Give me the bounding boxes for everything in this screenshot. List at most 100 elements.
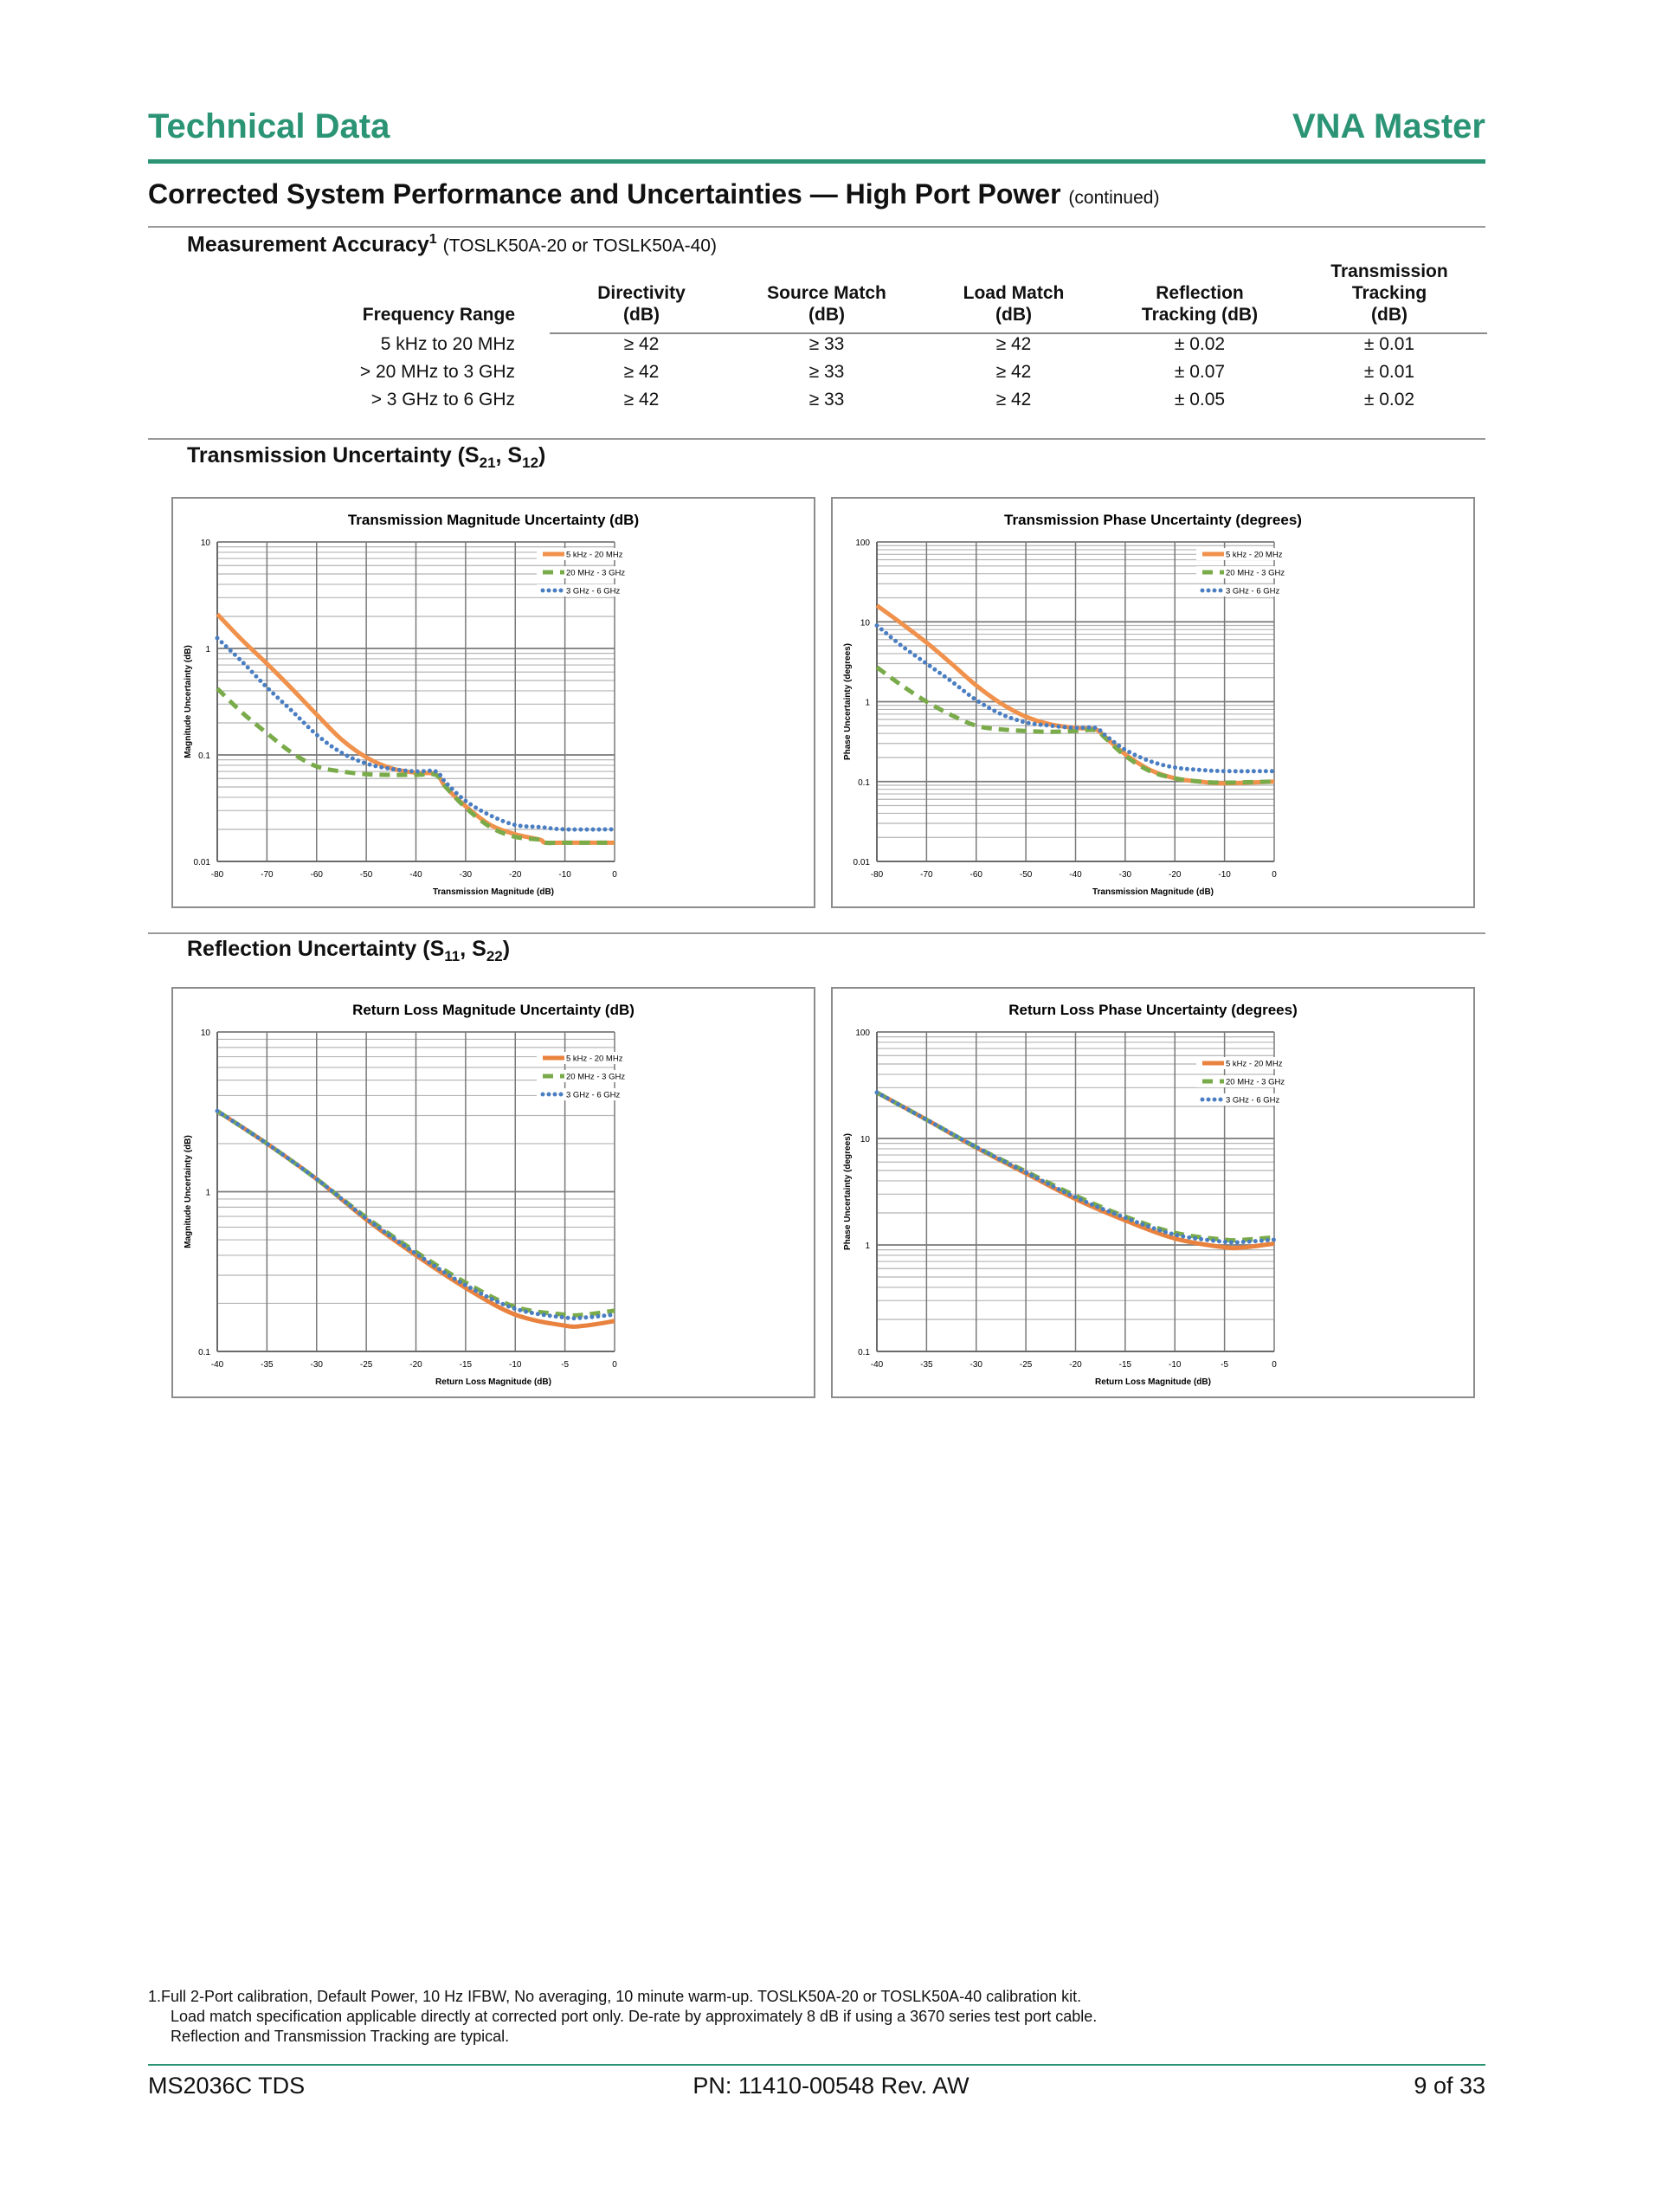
divider: [148, 438, 1485, 440]
col-header-load-match: Load Match (dB): [963, 283, 1065, 325]
y-tick-label: 1: [205, 645, 210, 655]
transmission-heading: Transmission Uncertainty (S21, S12): [187, 443, 546, 471]
x-tick-label: -20: [509, 870, 522, 880]
accuracy-heading: Measurement Accuracy1 (TOSLK50A-20 or TO…: [187, 232, 717, 257]
y-tick-label: 0.1: [858, 1348, 870, 1358]
y-tick-label: 1: [205, 1189, 210, 1198]
y-tick-label: 10: [860, 1135, 871, 1145]
divider: [148, 932, 1485, 934]
x-tick-label: -25: [360, 1360, 373, 1370]
table-cell: ≥ 42: [623, 362, 660, 382]
y-tick-label: 10: [860, 618, 871, 628]
x-tick-label: -5: [1221, 1360, 1228, 1370]
x-tick-label: 0: [1272, 1360, 1277, 1370]
series-line-solid: [216, 612, 615, 846]
table-cell: ± 0.07: [1174, 362, 1226, 382]
series-line-dotted: [215, 1108, 617, 1321]
table-cell: ± 0.02: [1363, 390, 1415, 410]
series-line-dashed: [216, 687, 615, 846]
y-tick-label: 0.1: [858, 778, 870, 788]
x-tick-label: -20: [1069, 1360, 1082, 1370]
accuracy-note: (TOSLK50A-20 or TOSLK50A-40): [442, 235, 717, 256]
footer-divider: [148, 2064, 1485, 2066]
chart-return-loss-magnitude: Return Loss Magnitude Uncertainty (dB) 0.…: [171, 987, 815, 1398]
legend-bg: [1196, 584, 1290, 597]
table-cell-frequency: > 20 MHz to 3 GHz: [359, 362, 515, 382]
y-axis-label: Magnitude Uncertainty (dB): [184, 1135, 193, 1248]
legend-bg: [537, 566, 630, 578]
x-tick-label: 0: [612, 1360, 617, 1370]
x-tick-label: -30: [311, 1360, 324, 1370]
x-tick-label: 0: [612, 870, 617, 880]
x-tick-label: -40: [211, 1360, 224, 1370]
legend-bg: [1196, 1057, 1290, 1069]
legend-label: 5 kHz - 20 MHz: [1226, 1060, 1283, 1069]
x-tick-label: -35: [920, 1360, 933, 1370]
x-tick-label: -25: [1020, 1360, 1033, 1370]
footnote-1: 1.Full 2-Port calibration, Default Power…: [148, 1988, 1082, 2005]
x-tick-label: -70: [920, 870, 933, 880]
chart-transmission-phase: Transmission Phase Uncertainty (degrees)…: [831, 497, 1475, 908]
footer-doc-id: MS2036C TDS: [148, 2073, 306, 2099]
legend-label: 20 MHz - 3 GHz: [566, 569, 625, 578]
x-tick-label: -10: [558, 870, 571, 880]
y-axis-label: Phase Uncertainty (degrees): [843, 643, 853, 760]
y-tick-label: 100: [855, 538, 870, 548]
y-tick-label: 10: [201, 538, 211, 548]
x-axis-label: Return Loss Magnitude (dB): [1095, 1377, 1211, 1387]
series-line-dashed: [216, 1109, 615, 1318]
chart-title: Transmission Phase Uncertainty (degrees): [1004, 512, 1302, 528]
footer-part-number: PN: 11410-00548 Rev. AW: [692, 2073, 970, 2099]
legend-label: 20 MHz - 3 GHz: [566, 1073, 625, 1082]
x-tick-label: -20: [409, 1360, 422, 1370]
x-tick-label: -35: [261, 1360, 274, 1370]
x-axis-label: Return Loss Magnitude (dB): [435, 1377, 551, 1387]
chart-title: Return Loss Phase Uncertainty (degrees): [1008, 1002, 1297, 1018]
y-axis-label: Magnitude Uncertainty (dB): [184, 645, 193, 758]
legend-bg: [537, 1052, 630, 1064]
reflection-heading: Reflection Uncertainty (S11, S22): [187, 937, 511, 964]
legend-label: 3 GHz - 6 GHz: [566, 587, 621, 597]
y-tick-label: 0.1: [198, 751, 210, 761]
x-tick-label: -30: [460, 870, 473, 880]
chart-title: Return Loss Magnitude Uncertainty (dB): [352, 1002, 635, 1018]
y-axis-label: Phase Uncertainty (degrees): [843, 1133, 853, 1250]
table-cell: ≥ 33: [808, 334, 845, 354]
y-tick-label: 1: [865, 1241, 870, 1251]
x-tick-label: -5: [561, 1360, 569, 1370]
legend-label: 20 MHz - 3 GHz: [1226, 1078, 1285, 1087]
x-tick-label: -60: [311, 870, 324, 880]
x-tick-label: 0: [1272, 870, 1277, 880]
legend-label: 20 MHz - 3 GHz: [1226, 569, 1285, 578]
table-cell: ≥ 33: [808, 362, 845, 382]
section-title-suffix: (continued): [1068, 188, 1160, 208]
table-cell: ± 0.01: [1363, 362, 1415, 382]
table-cell: ± 0.01: [1363, 334, 1415, 354]
legend-bg: [537, 584, 630, 597]
table-cell: ≥ 33: [808, 390, 845, 410]
footnote-ref: 1: [428, 232, 437, 247]
table-header-rule: [550, 332, 1487, 334]
legend-bg: [1196, 1093, 1290, 1106]
x-tick-label: -40: [1069, 870, 1082, 880]
chart-return-loss-phase: Return Loss Phase Uncertainty (degrees) 0…: [831, 987, 1475, 1398]
legend-label: 3 GHz - 6 GHz: [1226, 1096, 1280, 1106]
footnote-1-line-3: Reflection and Transmission Tracking are…: [171, 2028, 510, 2045]
legend-bg: [1196, 1075, 1290, 1087]
series-line-dashed: [875, 665, 1275, 785]
series-line-dotted: [874, 1090, 1277, 1245]
x-tick-label: -15: [460, 1360, 473, 1370]
table-cell-frequency: > 3 GHz to 6 GHz: [370, 390, 515, 410]
table-cell: ± 0.05: [1174, 390, 1226, 410]
table-cell: ≥ 42: [995, 334, 1032, 354]
x-tick-label: -30: [970, 1360, 983, 1370]
footer-page-number: 9 of 33: [1414, 2073, 1485, 2099]
footnote-1-line-2: Load match specification applicable dire…: [171, 2008, 1098, 2025]
section-title-text: Corrected System Performance and Uncerta…: [148, 178, 1061, 210]
x-axis-label: Transmission Magnitude (dB): [433, 887, 554, 897]
section-title: Corrected System Performance and Uncerta…: [148, 178, 1159, 210]
legend-bg: [537, 1070, 630, 1082]
x-tick-label: -20: [1169, 870, 1182, 880]
series-line-dotted: [874, 622, 1277, 774]
x-axis-label: Transmission Magnitude (dB): [1092, 887, 1214, 897]
